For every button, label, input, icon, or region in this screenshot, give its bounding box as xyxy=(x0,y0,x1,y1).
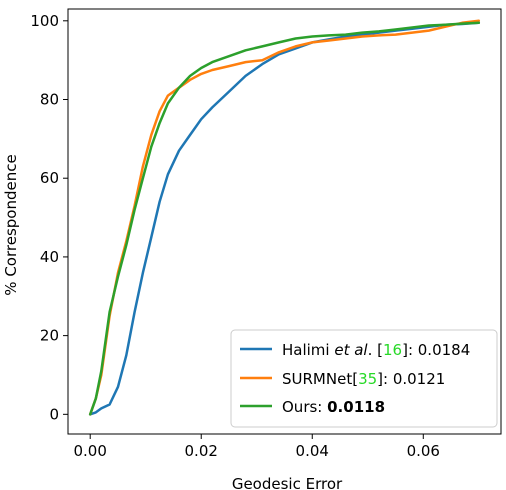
x-tick-label: 0.06 xyxy=(407,442,440,460)
y-tick-label: 40 xyxy=(40,248,59,266)
y-axis-label: % Correspondence xyxy=(2,154,20,295)
x-axis-label: Geodesic Error xyxy=(232,475,343,490)
x-tick-label: 0.04 xyxy=(296,442,329,460)
x-tick-label: 0.00 xyxy=(74,442,107,460)
legend-label-halimi: Halimi et al. [16]: 0.0184 xyxy=(282,341,470,359)
x-tick-label: 0.02 xyxy=(185,442,218,460)
plot-area-frame xyxy=(67,8,502,435)
y-tick-label: 20 xyxy=(40,327,59,345)
series-line-ours xyxy=(88,21,481,416)
legend-label-ours: Ours: 0.0118 xyxy=(282,398,385,416)
legend-label-surmnet: SURMNet[35]: 0.0121 xyxy=(282,370,445,388)
y-tick-label: 0 xyxy=(49,405,59,423)
series-layer xyxy=(88,19,481,416)
legend: Halimi et al. [16]: 0.0184 SURMNet[35]: … xyxy=(230,329,498,428)
y-tick-label: 60 xyxy=(40,169,59,187)
y-tick-label: 80 xyxy=(40,91,59,109)
legend-box xyxy=(230,329,498,428)
y-tick-label: 100 xyxy=(30,12,59,30)
tick-layer: 0.00 0.02 0.04 0.06 0 20 40 60 80 100 xyxy=(30,12,440,460)
